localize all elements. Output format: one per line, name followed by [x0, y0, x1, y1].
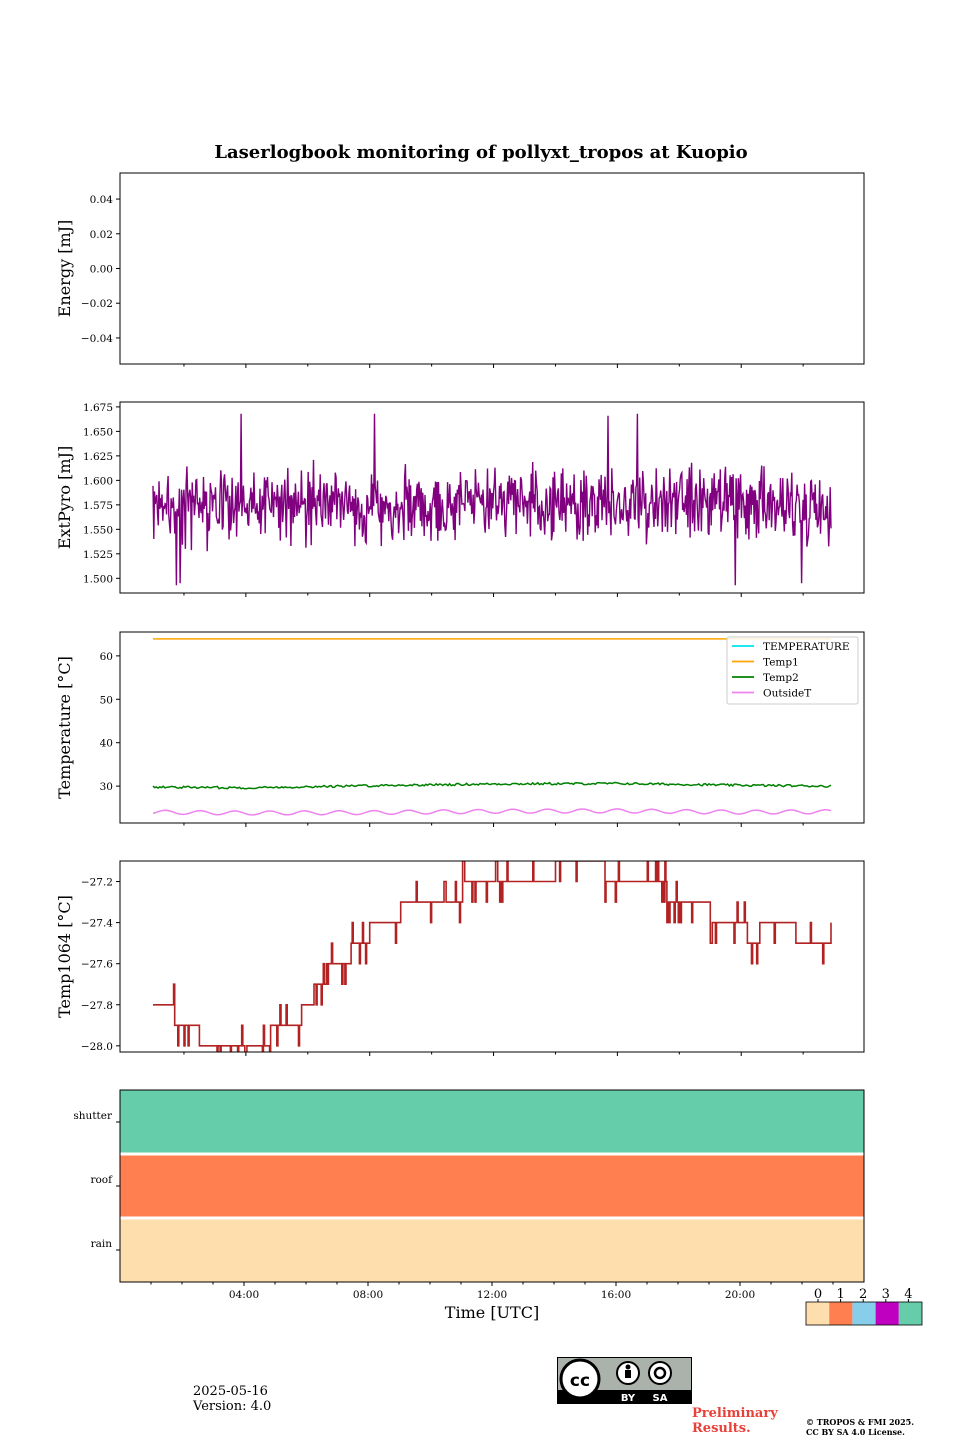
plot-area — [153, 861, 832, 1052]
heatmap-row-shutter — [120, 1090, 864, 1154]
preliminary-note: Preliminary Results. — [692, 1406, 778, 1436]
colorbar-swatch — [806, 1302, 830, 1325]
cc-license-badge: cc BY SA — [557, 1357, 692, 1404]
axes-frame — [119, 631, 865, 824]
colorbar-tick-label: 0 — [814, 1287, 822, 1302]
colorbar-swatch — [829, 1302, 853, 1325]
copyright-note: © TROPOS & FMI 2025. CC BY SA 4.0 Licens… — [806, 1417, 914, 1437]
y-tick-label: 1.650 — [83, 426, 113, 438]
colorbar-swatch — [852, 1302, 876, 1325]
panel-2: 1.675 1.650 1.625 1.600 1.575 1.550 1.525 1.500… — [55, 401, 865, 597]
version-label: Version: 4.0 — [193, 1399, 272, 1414]
extpyro-series — [152, 413, 832, 586]
colorbar-swatch — [898, 1302, 922, 1325]
legend-entry: OutsideT — [763, 688, 811, 700]
legend: TEMPERATURE Temp1 Temp2 OutsideT — [726, 636, 859, 705]
y-tick-label: 1.625 — [83, 451, 113, 463]
y-tick-label: 1.675 — [83, 402, 113, 414]
x-tick-label: 12:00 — [477, 1289, 507, 1301]
date-version-block: 2025-05-16 Version: 4.0 — [193, 1384, 271, 1414]
sa-arrow-icon — [653, 1366, 667, 1380]
temp1064-series — [153, 861, 832, 1052]
badge-sa: SA — [653, 1393, 668, 1404]
copyright-line1: © TROPOS & FMI 2025. — [806, 1417, 915, 1427]
y-tick-label: 1.525 — [83, 549, 113, 561]
plot-area — [152, 638, 832, 816]
colorbar-tick-label: 4 — [904, 1287, 912, 1302]
colorbar-tick-label: 3 — [882, 1287, 890, 1302]
colorbar-tick-label: 2 — [859, 1287, 867, 1302]
x-tick-label: 20:00 — [725, 1289, 755, 1301]
y-axis-label: Temp1064 [°C] — [55, 895, 74, 1018]
y-axis-label: Energy [mJ] — [55, 220, 74, 318]
heatmap-row-rain — [120, 1218, 864, 1282]
panel-1: 0.04 0.02 0.00 −0.02 −0.04 Energy [mJ] — [55, 172, 865, 368]
axes-frame — [119, 860, 865, 1053]
y-tick-label: −27.2 — [81, 877, 113, 889]
panel-4: −27.2 −27.4 −27.6 −27.8 −28.0 Temp1064 [°C] — [55, 860, 865, 1056]
row-label: shutter — [73, 1110, 113, 1122]
y-tick-label: −27.8 — [81, 1000, 113, 1012]
y-axis-label: ExtPyro [mJ] — [55, 446, 74, 549]
y-tick-label: 0.02 — [90, 229, 113, 241]
y-tick-label: −27.4 — [81, 918, 113, 930]
axes-frame — [119, 401, 865, 594]
x-tick-label: 08:00 — [353, 1289, 383, 1301]
y-tick-label: 60 — [100, 651, 113, 663]
preliminary-line2: Results. — [692, 1421, 751, 1436]
legend-entry: Temp2 — [763, 672, 799, 684]
heatmap-row-roof — [120, 1154, 864, 1218]
x-tick-label: 04:00 — [229, 1289, 259, 1301]
x-tick-label: 16:00 — [601, 1289, 631, 1301]
chart-title: Laserlogbook monitoring of pollyxt_tropo… — [214, 142, 747, 163]
cc-icon: cc — [570, 1371, 590, 1391]
panel-3: 60 50 40 30 Temperature [°C] TEMPERATURE Temp1… — [55, 631, 865, 827]
legend-entry: TEMPERATURE — [763, 641, 850, 653]
panel-5: shutter roof rain 04:00 08:00 12:00 16:00 20:00 — [73, 1089, 865, 1301]
legend-entry: Temp1 — [763, 657, 799, 669]
preliminary-line1: Preliminary — [692, 1406, 778, 1421]
legend-box — [726, 636, 859, 705]
y-tick-label: 0.00 — [90, 264, 113, 276]
report-date: 2025-05-16 — [193, 1384, 268, 1399]
colorbar-tick-label: 1 — [836, 1287, 844, 1302]
y-tick-label: −0.02 — [81, 298, 113, 310]
y-tick-label: −0.04 — [81, 333, 113, 345]
y-tick-label: 1.550 — [83, 524, 113, 536]
by-person-icon — [625, 1364, 631, 1370]
y-tick-label: −28.0 — [81, 1041, 113, 1053]
copyright-line2: CC BY SA 4.0 License. — [806, 1427, 905, 1437]
y-tick-label: 1.575 — [83, 500, 113, 512]
plot-area — [152, 413, 832, 586]
row-label: roof — [90, 1174, 113, 1186]
series-outsidet — [152, 808, 832, 816]
y-tick-label: 50 — [100, 694, 113, 706]
y-axis-label: Temperature [°C] — [55, 656, 74, 799]
badge-by: BY — [621, 1393, 636, 1404]
y-tick-label: 1.500 — [83, 573, 113, 585]
y-tick-label: −27.6 — [81, 959, 113, 971]
axes-frame — [119, 1089, 865, 1283]
x-axis-label: Time [UTC] — [445, 1303, 539, 1322]
axes-frame — [119, 172, 865, 365]
series-temp2 — [152, 781, 832, 790]
y-tick-label: 0.04 — [90, 194, 114, 206]
y-tick-label: 30 — [100, 781, 113, 793]
colorbar-swatch — [875, 1302, 899, 1325]
colorbar-border — [805, 1301, 923, 1326]
y-tick-label: 40 — [100, 738, 113, 750]
row-label: rain — [91, 1238, 113, 1250]
y-tick-label: 1.600 — [83, 475, 113, 487]
